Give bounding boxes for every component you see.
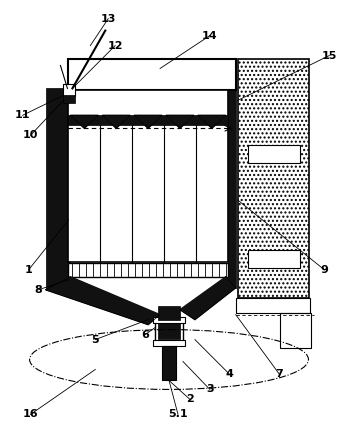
Text: 4: 4 xyxy=(226,369,234,380)
Text: 1: 1 xyxy=(25,265,32,275)
Polygon shape xyxy=(45,277,160,325)
Bar xyxy=(68,91,228,262)
Polygon shape xyxy=(102,115,130,128)
Bar xyxy=(68,59,236,91)
Polygon shape xyxy=(166,115,194,128)
Bar xyxy=(248,250,299,268)
Text: 7: 7 xyxy=(276,369,283,380)
Bar xyxy=(280,313,311,348)
Text: 2: 2 xyxy=(186,394,194,404)
Bar xyxy=(64,85,75,96)
Text: 16: 16 xyxy=(23,409,38,419)
Bar xyxy=(68,263,228,277)
Bar xyxy=(236,298,311,313)
Polygon shape xyxy=(70,115,98,128)
Bar xyxy=(153,340,185,346)
Bar xyxy=(228,88,236,288)
Text: 3: 3 xyxy=(206,385,214,394)
Polygon shape xyxy=(180,277,236,320)
Text: 10: 10 xyxy=(23,130,38,140)
Bar xyxy=(248,145,299,163)
Text: 6: 6 xyxy=(141,330,149,340)
Bar xyxy=(68,115,228,125)
Bar xyxy=(45,88,70,288)
Text: 11: 11 xyxy=(15,110,30,120)
Bar xyxy=(64,95,75,103)
Text: 15: 15 xyxy=(322,51,337,60)
Text: 9: 9 xyxy=(320,265,328,275)
Text: 8: 8 xyxy=(35,285,43,295)
Text: 12: 12 xyxy=(107,40,123,51)
Bar xyxy=(238,59,310,298)
Polygon shape xyxy=(134,115,162,128)
Text: 5.1: 5.1 xyxy=(168,409,188,419)
Bar xyxy=(158,306,180,320)
Text: 13: 13 xyxy=(101,14,116,24)
Text: 14: 14 xyxy=(202,31,218,40)
Bar xyxy=(155,320,183,342)
Bar xyxy=(158,323,180,339)
Text: 5: 5 xyxy=(91,334,99,345)
Polygon shape xyxy=(198,115,226,128)
Bar xyxy=(162,346,176,380)
Bar xyxy=(153,317,185,323)
